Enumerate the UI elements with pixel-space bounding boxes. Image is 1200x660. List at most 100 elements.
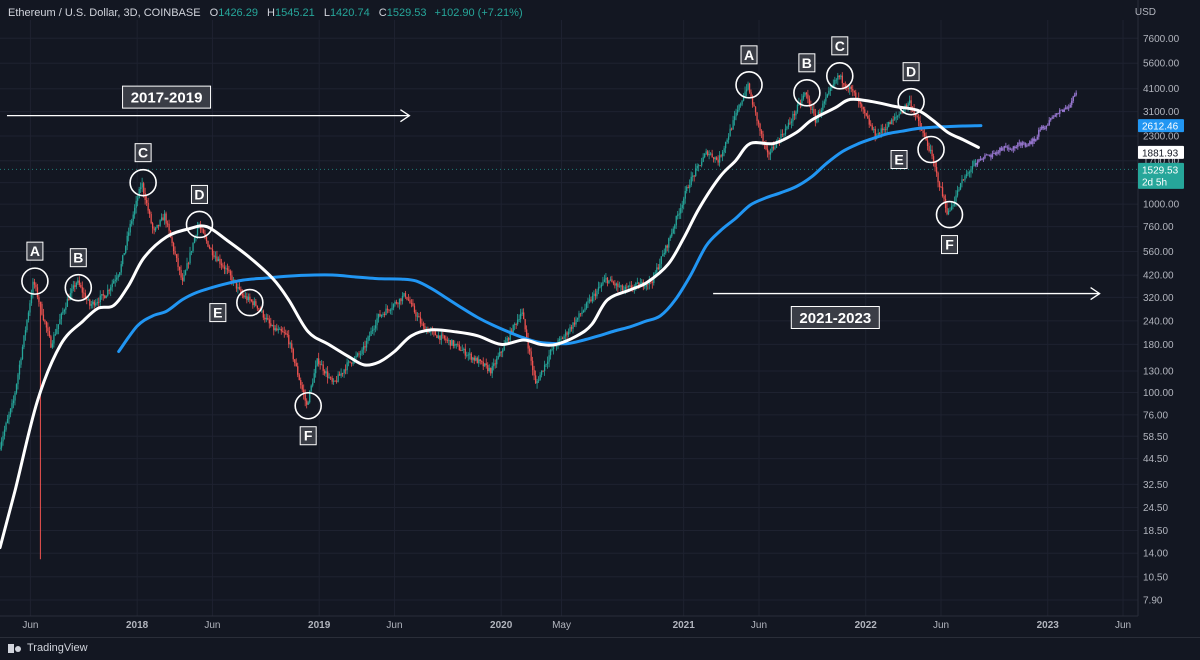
candle-body [244,296,247,298]
marker-label-box [831,36,849,56]
candle-body [3,429,6,436]
tradingview-logo[interactable]: TradingView [8,642,88,654]
candle-body [668,238,670,248]
candle-body [14,392,16,401]
grid [0,20,1138,616]
candle-body [464,348,466,356]
candle-body [663,252,665,255]
projection-body [1017,143,1019,147]
candle-body [47,327,49,332]
candle-body [626,286,628,288]
projection-body [1045,125,1048,129]
candle-body [240,289,242,294]
candle-body [739,104,742,106]
candle-body [721,152,724,157]
candle-body [487,365,489,372]
candle-body [0,447,1,450]
candle-body [690,176,692,186]
candle-body [98,301,100,303]
arrow-annotations [6,109,1101,301]
candle-body [51,343,54,348]
candle-body [569,327,571,332]
candle-body [131,221,133,224]
open-label: O [209,7,219,19]
projection-body [1070,100,1073,105]
candle-body [751,96,754,105]
candle-body [674,225,676,229]
candle-body [458,344,460,351]
projection-body [1067,107,1070,109]
candle-body [759,123,761,131]
candle-body [748,83,751,93]
candle-body [208,246,211,249]
y-tick-label: 560.00 [1143,247,1174,258]
candle-body [840,75,842,77]
candle-body [765,145,767,150]
candle-body [711,153,713,158]
candle-body [732,120,734,130]
candle-body [781,133,784,135]
candle-body [273,324,275,331]
candle-body [249,296,251,300]
candle-body [11,403,13,409]
candle-body [527,338,529,349]
y-tick-label: 5600.00 [1143,59,1180,70]
marker-label-box [26,241,44,261]
marker-label: A [744,47,754,63]
candle-body [654,272,656,274]
candle-body [241,293,244,296]
arrow-head [400,109,411,123]
candle-body [600,284,603,287]
candle-body [419,317,422,324]
time-axis[interactable]: Jun 2018 Jun 2019 Jun 2020 May 2021 Jun 2022 Jun 20… [0,615,1138,631]
candle-body [235,282,238,289]
symbol-title[interactable]: Ethereum / U.S. Dollar, 3D, COINBASE [8,7,201,19]
candle-body [537,380,540,382]
candle-body [168,223,170,231]
candle-body [542,370,544,372]
price-label-box [1138,145,1184,159]
candle-body [934,162,936,168]
candle-body [443,335,446,339]
candle-body [347,361,350,363]
candle-body [508,338,510,340]
candle-body [38,297,40,303]
candle-body [102,294,104,296]
candle-body [105,295,107,299]
candle-body [596,290,598,297]
candle-body [629,285,631,287]
candle-body [548,355,550,362]
marker-circle [935,200,964,229]
y-tick-label: 32.50 [1143,480,1168,491]
candle-body [340,373,342,376]
candle-body [903,109,905,113]
price-label-value: 1529.53 [1142,165,1179,176]
projection-body [1035,139,1037,141]
candle-body [581,312,583,315]
candle-body [341,373,344,374]
candle-body [122,255,124,265]
candle-body [154,227,157,231]
candle-body [135,200,137,208]
candle-body [825,97,827,102]
candle-body [835,79,837,81]
price-axis[interactable]: 7600.00 5600.00 4100.00 3100.00 2300.00 1700.… [1137,0,1180,616]
candle-body [590,299,592,302]
projection-series [975,90,1077,168]
range-annotations: 2017-2019 2021-2023 [122,85,880,330]
candle-body [140,187,142,189]
projection-body [1032,138,1034,144]
candle-body [726,139,728,143]
candle-body [714,157,716,160]
projection-body [1026,145,1028,147]
candle-body [401,296,404,302]
candle-body [403,293,405,297]
candle-body [21,347,24,359]
candle-body [612,282,615,284]
candle-body [479,359,481,361]
candle-body [611,279,613,283]
candle-body [6,418,9,424]
candle-body [225,268,227,270]
candle-body [48,331,51,337]
